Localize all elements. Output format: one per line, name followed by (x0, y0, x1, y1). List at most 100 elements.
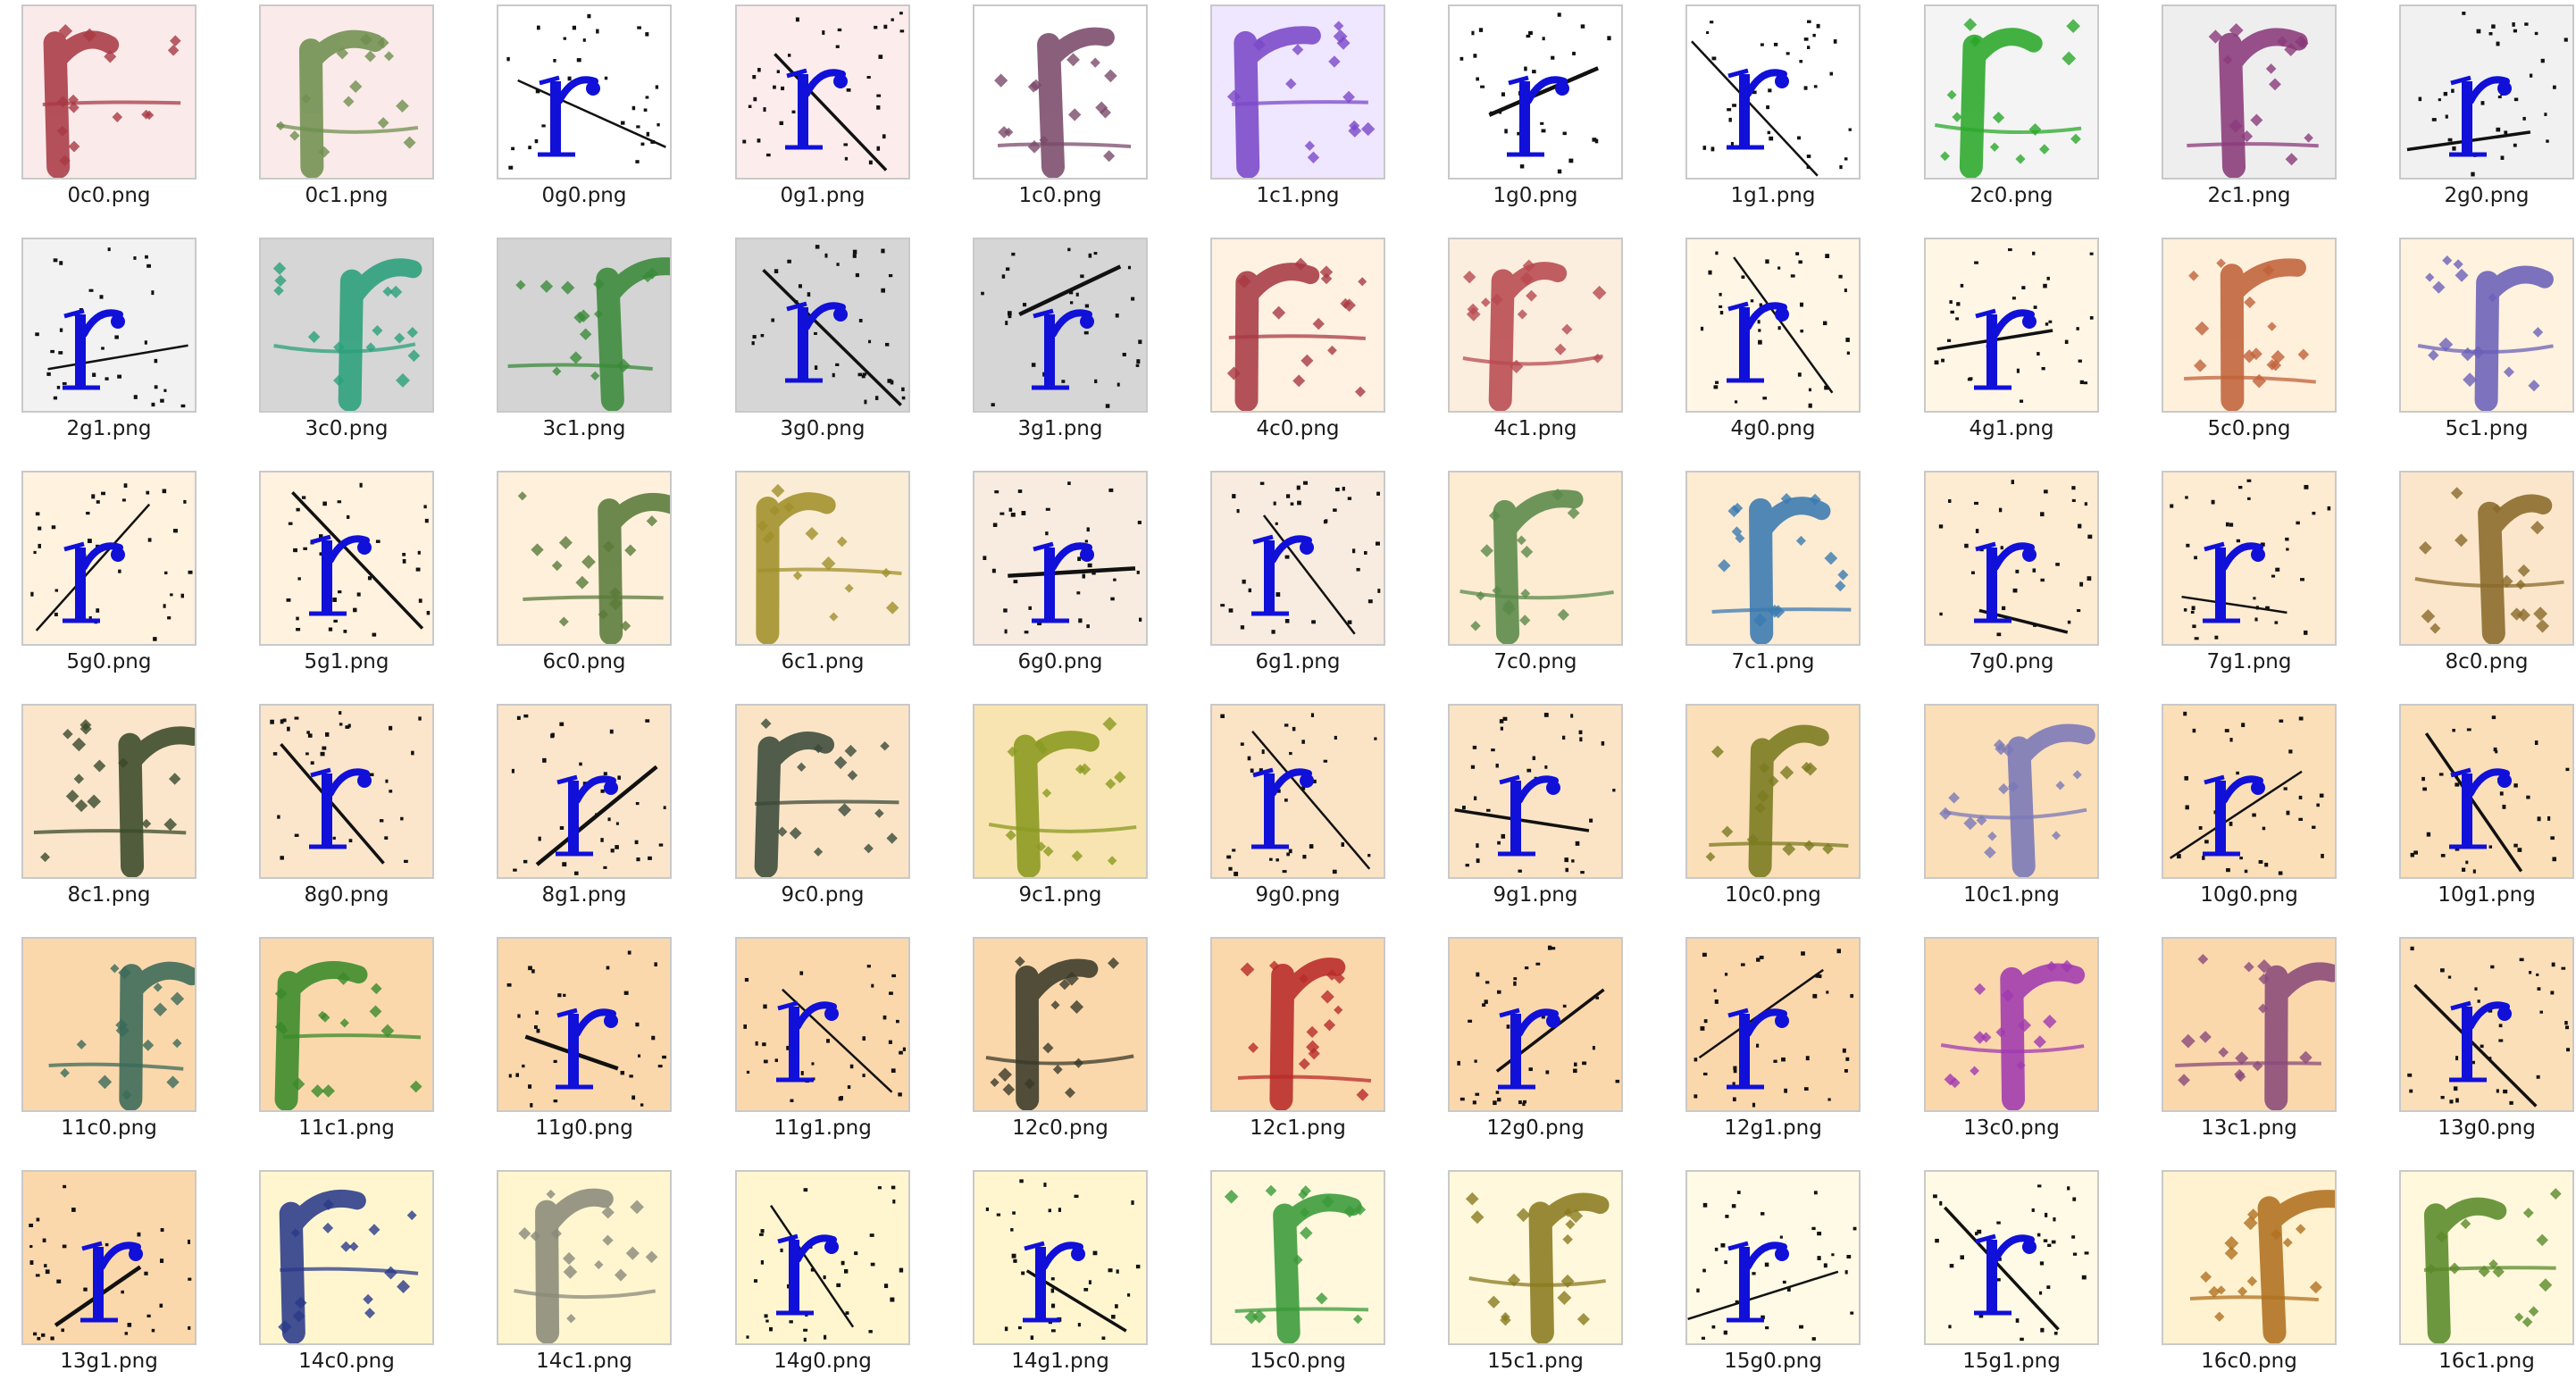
file-thumbnail[interactable] (1210, 704, 1385, 879)
file-item[interactable]: 1c0.png (951, 0, 1166, 214)
file-thumbnail[interactable] (735, 937, 910, 1112)
file-thumbnail[interactable] (21, 471, 197, 646)
file-thumbnail[interactable] (735, 4, 910, 180)
file-item[interactable]: 2g1.png (0, 233, 214, 447)
file-thumbnail[interactable] (973, 4, 1148, 180)
file-thumbnail[interactable] (2399, 704, 2574, 879)
file-thumbnail[interactable] (1924, 238, 2099, 413)
file-item[interactable]: 4g0.png (1664, 233, 1878, 447)
file-thumbnail[interactable] (735, 704, 910, 879)
file-item[interactable]: 7c1.png (1664, 466, 1878, 681)
file-item[interactable]: 10g0.png (2140, 699, 2354, 914)
file-item[interactable]: 16c0.png (2140, 1166, 2354, 1380)
file-item[interactable]: 8c0.png (2378, 466, 2576, 681)
file-item[interactable]: 15g0.png (1664, 1166, 1878, 1380)
file-thumbnail[interactable] (973, 238, 1148, 413)
file-thumbnail[interactable] (259, 4, 434, 180)
file-thumbnail[interactable] (1210, 937, 1385, 1112)
file-item[interactable]: 6g1.png (1189, 466, 1403, 681)
file-thumbnail[interactable] (21, 1170, 197, 1345)
file-thumbnail[interactable] (1924, 4, 2099, 180)
file-thumbnail[interactable] (2399, 471, 2574, 646)
file-thumbnail[interactable] (1685, 1170, 1861, 1345)
file-item[interactable]: 11c0.png (0, 932, 214, 1147)
file-item[interactable]: 4c0.png (1189, 233, 1403, 447)
file-item[interactable]: 4g1.png (1903, 233, 2117, 447)
file-item[interactable]: 6g0.png (951, 466, 1166, 681)
file-thumbnail[interactable] (1924, 1170, 2099, 1345)
file-thumbnail[interactable] (497, 1170, 672, 1345)
file-item[interactable]: 2g0.png (2378, 0, 2576, 214)
file-thumbnail[interactable] (1448, 704, 1623, 879)
file-thumbnail[interactable] (973, 937, 1148, 1112)
file-item[interactable]: 3g1.png (951, 233, 1166, 447)
file-thumbnail[interactable] (259, 471, 434, 646)
file-item[interactable]: 5c0.png (2140, 233, 2354, 447)
file-thumbnail[interactable] (1924, 471, 2099, 646)
file-thumbnail[interactable] (1448, 937, 1623, 1112)
file-item[interactable]: 8g0.png (238, 699, 452, 914)
file-item[interactable]: 2c0.png (1903, 0, 2117, 214)
file-thumbnail[interactable] (735, 1170, 910, 1345)
file-thumbnail[interactable] (973, 471, 1148, 646)
file-thumbnail[interactable] (2162, 937, 2337, 1112)
file-thumbnail[interactable] (1448, 238, 1623, 413)
file-thumbnail[interactable] (973, 1170, 1148, 1345)
file-item[interactable]: 9g1.png (1426, 699, 1641, 914)
file-item[interactable]: 12g1.png (1664, 932, 1878, 1147)
file-item[interactable]: 7g1.png (2140, 466, 2354, 681)
file-thumbnail[interactable] (2162, 704, 2337, 879)
file-thumbnail[interactable] (2162, 1170, 2337, 1345)
file-item[interactable]: 11g0.png (475, 932, 690, 1147)
file-thumbnail[interactable] (497, 4, 672, 180)
file-item[interactable]: 12g0.png (1426, 932, 1641, 1147)
file-item[interactable]: 6c0.png (475, 466, 690, 681)
file-item[interactable]: 10g1.png (2378, 699, 2576, 914)
file-item[interactable]: 0g1.png (714, 0, 928, 214)
file-thumbnail[interactable] (1210, 471, 1385, 646)
file-item[interactable]: 9c0.png (714, 699, 928, 914)
file-thumbnail[interactable] (2399, 4, 2574, 180)
file-item[interactable]: 10c1.png (1903, 699, 2117, 914)
file-thumbnail[interactable] (1448, 4, 1623, 180)
file-item[interactable]: 3g0.png (714, 233, 928, 447)
file-thumbnail[interactable] (2162, 471, 2337, 646)
file-thumbnail[interactable] (1685, 471, 1861, 646)
file-item[interactable]: 8c1.png (0, 699, 214, 914)
file-thumbnail[interactable] (259, 1170, 434, 1345)
file-item[interactable]: 16c1.png (2378, 1166, 2576, 1380)
file-thumbnail[interactable] (1924, 704, 2099, 879)
file-thumbnail[interactable] (2162, 4, 2337, 180)
file-thumbnail[interactable] (2399, 1170, 2574, 1345)
file-thumbnail[interactable] (1448, 471, 1623, 646)
file-item[interactable]: 0c1.png (238, 0, 452, 214)
file-thumbnail[interactable] (497, 704, 672, 879)
file-thumbnail[interactable] (1685, 238, 1861, 413)
file-thumbnail[interactable] (497, 937, 672, 1112)
file-item[interactable]: 13c1.png (2140, 932, 2354, 1147)
file-item[interactable]: 14c1.png (475, 1166, 690, 1380)
file-item[interactable]: 13c0.png (1903, 932, 2117, 1147)
file-item[interactable]: 3c0.png (238, 233, 452, 447)
file-item[interactable]: 1g0.png (1426, 0, 1641, 214)
file-thumbnail[interactable] (21, 937, 197, 1112)
file-item[interactable]: 7g0.png (1903, 466, 2117, 681)
file-item[interactable]: 13g0.png (2378, 932, 2576, 1147)
file-item[interactable]: 5c1.png (2378, 233, 2576, 447)
file-thumbnail[interactable] (21, 238, 197, 413)
file-item[interactable]: 10c0.png (1664, 699, 1878, 914)
file-item[interactable]: 2c1.png (2140, 0, 2354, 214)
file-item[interactable]: 0g0.png (475, 0, 690, 214)
file-thumbnail[interactable] (259, 238, 434, 413)
file-item[interactable]: 11g1.png (714, 932, 928, 1147)
file-item[interactable]: 9c1.png (951, 699, 1166, 914)
file-item[interactable]: 4c1.png (1426, 233, 1641, 447)
file-thumbnail[interactable] (1448, 1170, 1623, 1345)
file-item[interactable]: 14g0.png (714, 1166, 928, 1380)
file-thumbnail[interactable] (1685, 4, 1861, 180)
file-item[interactable]: 14c0.png (238, 1166, 452, 1380)
file-thumbnail[interactable] (1210, 1170, 1385, 1345)
file-thumbnail[interactable] (259, 704, 434, 879)
file-item[interactable]: 7c0.png (1426, 466, 1641, 681)
file-thumbnail[interactable] (1210, 4, 1385, 180)
